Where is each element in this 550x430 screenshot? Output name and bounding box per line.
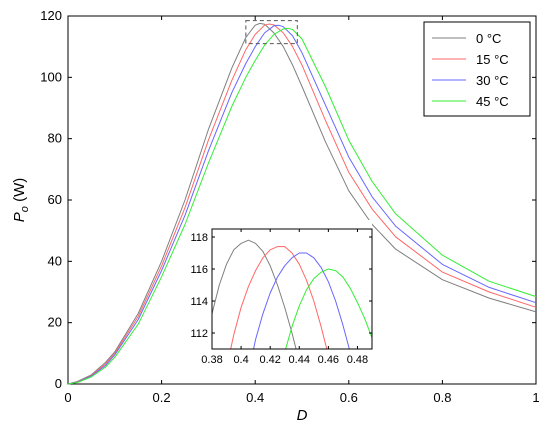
y-tick-label: 40 [48,253,62,268]
y-tick-label: 100 [40,69,62,84]
y-axis-label-symbol: P [11,212,28,222]
inset-ticks: 0.38 0.4 0.42 0.44 0.46 0.48 112 114 116 118 [190,229,372,366]
y-tick-label: 0 [55,376,62,391]
inset-x-tick-label: 0.48 [347,354,368,366]
x-tick-label: 0.2 [153,390,171,405]
legend: 0 °C 15 °C 30 °C 45 °C [423,21,531,117]
inset-y-tick-label: 112 [190,328,208,340]
inset-series-line-0 [212,239,297,349]
x-axis-label: D [297,407,308,424]
y-tick-label: 80 [48,131,62,146]
inset-x-tick-label: 0.44 [289,354,310,366]
zoom-highlight-box [245,20,298,45]
inset-x-tick-label: 0.38 [201,354,222,366]
inset-background [206,220,372,350]
y-axis-label: Po (W) [11,178,31,222]
y-tick-label: 20 [48,315,62,330]
main-ticks: 0 0.2 0.4 0.6 0.8 1 0 20 40 60 80 100 120 [40,8,539,405]
legend-label-2: 30 °C [476,73,509,88]
x-tick-label: 1 [532,390,539,405]
legend-label-0: 0 °C [476,31,501,46]
inset-plot-area [211,228,373,350]
inset-y-tick-label: 116 [190,264,208,276]
inset-series [212,239,372,349]
series-line-0 [67,22,537,385]
inset-series-line-3 [285,268,372,349]
x-tick-label: 0.4 [246,390,264,405]
inset-x-tick-label: 0.4 [233,354,248,366]
series-line-3 [67,27,537,385]
inset-y-tick-label: 118 [190,232,208,244]
inset-y-tick-label: 114 [190,296,208,308]
series-line-2 [67,24,537,385]
inset-x-tick-label: 0.46 [318,354,339,366]
x-tick-label: 0.6 [340,390,358,405]
y-axis-label-subscript: o [19,206,31,212]
y-axis-label-unit: (W) [11,178,28,206]
main-series [67,22,537,385]
legend-label-1: 15 °C [476,52,509,67]
y-tick-label: 120 [40,8,62,23]
inset-series-line-1 [230,246,328,349]
inset-series-line-2 [253,252,350,349]
x-tick-label: 0 [64,390,71,405]
legend-label-3: 45 °C [476,94,509,109]
inset-x-tick-label: 0.42 [259,354,280,366]
x-tick-label: 0.8 [433,390,451,405]
series-line-1 [67,23,537,385]
y-tick-label: 60 [48,192,62,207]
